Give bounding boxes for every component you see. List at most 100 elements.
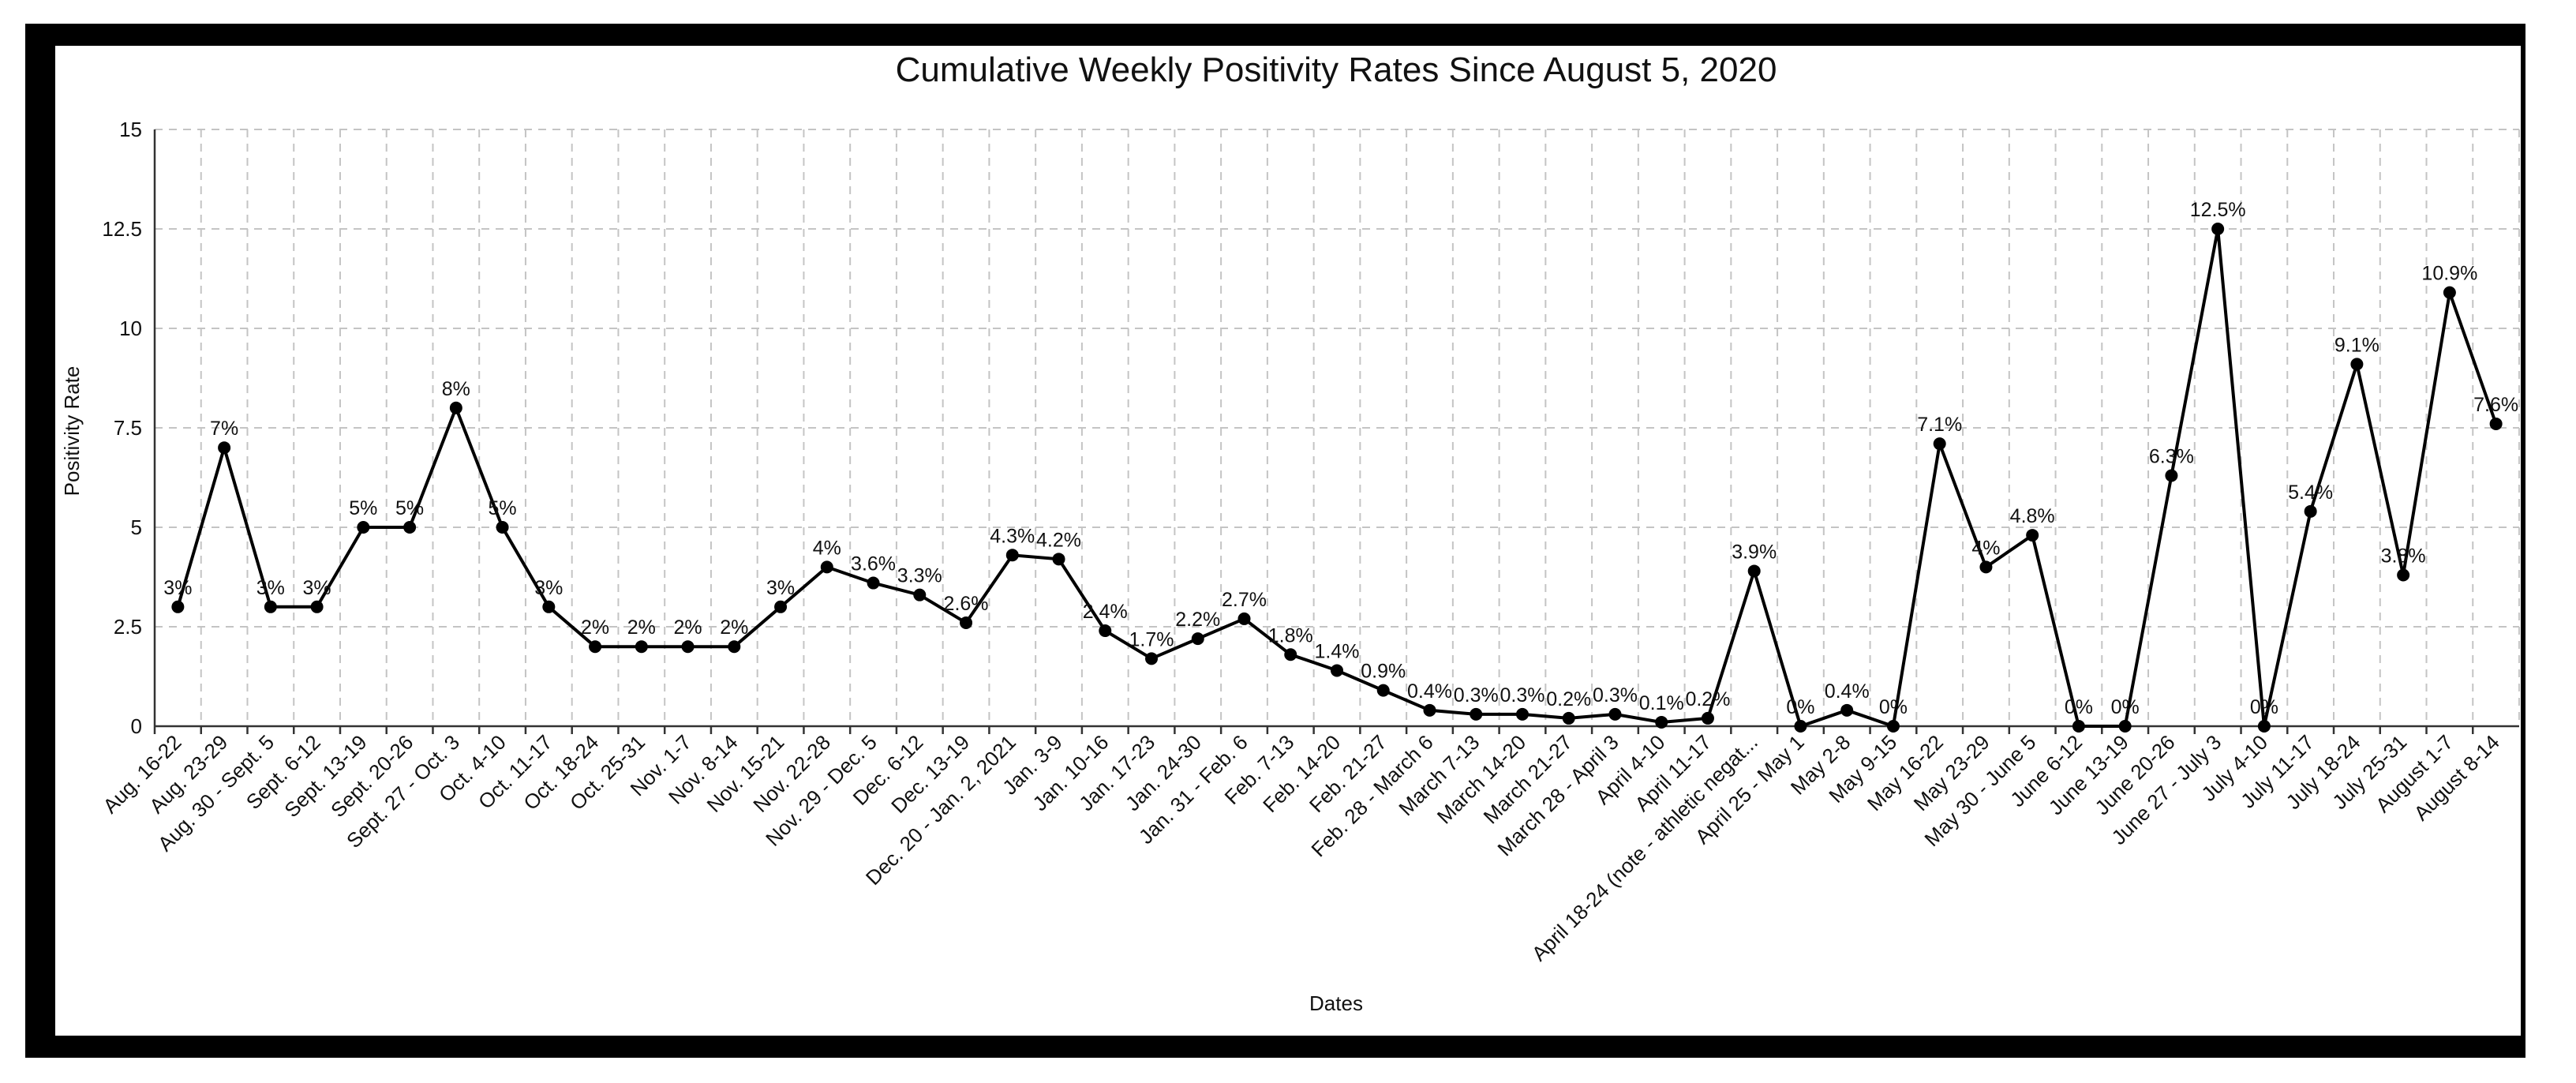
y-tick-labels: 0 2.5 5 7.5 10 12.5 15 bbox=[102, 118, 142, 738]
data-label: 5% bbox=[489, 497, 517, 519]
data-label: 2% bbox=[581, 616, 609, 639]
data-label: 2.7% bbox=[1222, 589, 1267, 611]
data-label: 7% bbox=[210, 418, 238, 440]
data-point bbox=[960, 616, 973, 629]
data-point bbox=[357, 521, 370, 534]
data-label: 5% bbox=[349, 497, 377, 519]
data-label: 6.3% bbox=[2149, 445, 2194, 467]
data-label: 2% bbox=[627, 616, 656, 639]
y-tick-label: 7.5 bbox=[114, 416, 142, 440]
data-point bbox=[820, 560, 833, 574]
data-label: 4% bbox=[813, 537, 841, 559]
data-point bbox=[310, 600, 324, 613]
data-label: 8% bbox=[442, 378, 470, 400]
data-label: 0% bbox=[2111, 696, 2140, 718]
data-label: 3.8% bbox=[2381, 545, 2426, 567]
data-point bbox=[1747, 564, 1761, 578]
data-points bbox=[171, 223, 2503, 733]
data-point bbox=[1979, 560, 1993, 574]
data-point bbox=[403, 521, 417, 534]
data-point bbox=[1470, 707, 1483, 721]
data-label: 0% bbox=[2065, 696, 2093, 718]
data-point bbox=[2211, 223, 2225, 235]
data-point bbox=[635, 640, 648, 654]
data-point bbox=[1840, 703, 1854, 717]
data-label: 0.2% bbox=[1685, 688, 1730, 710]
data-label: 1.4% bbox=[1315, 640, 1360, 662]
data-label: 0% bbox=[1879, 696, 1908, 718]
data-point bbox=[2072, 720, 2085, 733]
data-point bbox=[1191, 632, 1204, 646]
data-label: 2.6% bbox=[944, 593, 989, 615]
data-label: 0.3% bbox=[1500, 684, 1544, 706]
data-point bbox=[1284, 648, 1297, 661]
data-label: 4.8% bbox=[2010, 505, 2055, 527]
data-label: 5% bbox=[395, 497, 424, 519]
data-label: 3.6% bbox=[851, 553, 896, 575]
data-point bbox=[1052, 553, 1065, 566]
data-point bbox=[1701, 711, 1714, 725]
data-label: 0.2% bbox=[1546, 688, 1591, 710]
data-point bbox=[2397, 568, 2410, 582]
data-point bbox=[913, 588, 927, 601]
data-label: 4.3% bbox=[990, 525, 1035, 547]
data-point bbox=[2257, 720, 2271, 733]
data-point bbox=[2026, 529, 2039, 542]
data-point bbox=[1515, 707, 1529, 721]
data-label: 3% bbox=[766, 577, 795, 599]
data-point bbox=[2350, 358, 2364, 371]
data-label: 2.2% bbox=[1175, 609, 1220, 631]
data-point bbox=[1608, 707, 1622, 721]
data-point bbox=[1933, 437, 1946, 451]
gridlines bbox=[155, 129, 2520, 726]
data-label: 2% bbox=[720, 616, 748, 639]
line-chart: Cumulative Weekly Positivity Rates Since… bbox=[60, 51, 2520, 1015]
data-label: 0.9% bbox=[1361, 661, 1406, 683]
data-label: 1.7% bbox=[1129, 628, 1174, 650]
data-label: 10.9% bbox=[2421, 263, 2477, 285]
data-point bbox=[542, 600, 556, 613]
data-label: 4.2% bbox=[1036, 529, 1081, 551]
data-label: 3% bbox=[256, 577, 285, 599]
data-label: 2.4% bbox=[1083, 601, 1128, 623]
data-label: 9.1% bbox=[2334, 334, 2379, 356]
data-label: 0% bbox=[2250, 696, 2278, 718]
data-label: 3.3% bbox=[897, 565, 942, 587]
data-point bbox=[1794, 720, 1807, 733]
data-point bbox=[1145, 652, 1159, 665]
y-tick-label: 15 bbox=[119, 118, 142, 141]
chart-panel: Cumulative Weekly Positivity Rates Since… bbox=[55, 46, 2521, 1036]
data-label: 0.4% bbox=[1407, 680, 1452, 703]
data-label: 1.8% bbox=[1268, 624, 1313, 646]
data-label: 3.9% bbox=[1732, 541, 1777, 563]
data-point bbox=[1099, 624, 1112, 638]
data-label: 12.5% bbox=[2190, 199, 2246, 221]
data-label: 0% bbox=[1786, 696, 1814, 718]
data-point bbox=[218, 441, 231, 455]
y-tick-label: 10 bbox=[119, 317, 142, 340]
data-label: 3% bbox=[163, 577, 192, 599]
data-label: 0.3% bbox=[1593, 684, 1638, 706]
data-point bbox=[1005, 549, 1019, 562]
data-point bbox=[1331, 664, 1343, 677]
data-label: 3% bbox=[534, 577, 563, 599]
y-tick-label: 2.5 bbox=[114, 615, 142, 639]
data-label: 3% bbox=[303, 577, 331, 599]
data-point bbox=[449, 401, 462, 414]
data-point bbox=[774, 600, 788, 613]
y-tick-label: 5 bbox=[131, 515, 142, 539]
data-point bbox=[264, 600, 277, 613]
data-label: 0.3% bbox=[1454, 684, 1499, 706]
data-point bbox=[1376, 684, 1390, 697]
data-point bbox=[1655, 715, 1668, 729]
data-point bbox=[2118, 720, 2132, 733]
data-label: 2% bbox=[673, 616, 702, 639]
data-point bbox=[728, 640, 741, 654]
data-label: 7.6% bbox=[2473, 394, 2518, 416]
data-point bbox=[1562, 711, 1575, 725]
data-point bbox=[2489, 417, 2503, 430]
data-point bbox=[1423, 703, 1436, 717]
y-tick-label: 0 bbox=[131, 714, 142, 738]
data-label: 5.4% bbox=[2288, 482, 2333, 504]
